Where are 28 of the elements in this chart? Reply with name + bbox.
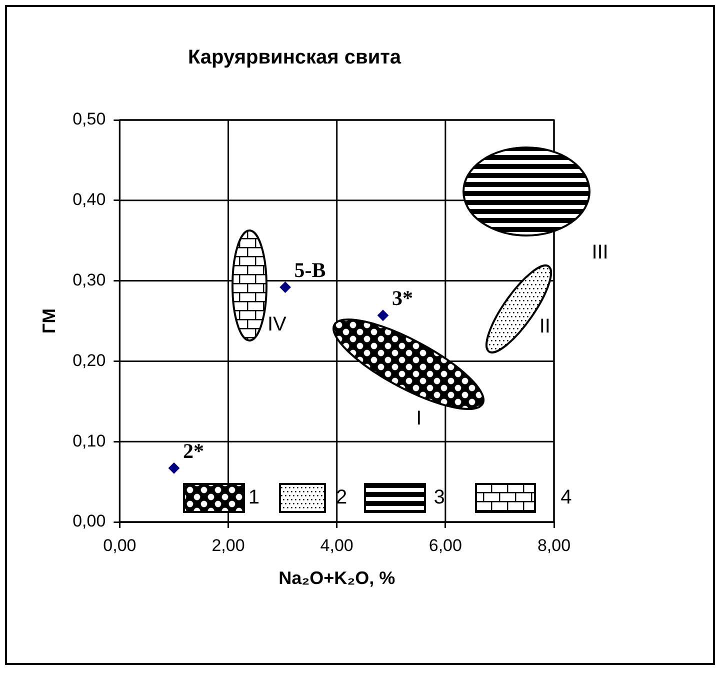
text: III: [592, 242, 608, 265]
annotation: 5-В: [294, 258, 326, 284]
y-tick-label: 0,40: [72, 190, 106, 210]
annotation: IV: [267, 314, 286, 337]
x-tick-label: 4,00: [320, 536, 354, 555]
annotation: 2*: [182, 439, 204, 464]
annotation: 3*: [392, 286, 413, 312]
x-tick-label: 2,00: [212, 536, 245, 555]
y-tick-label: 0,00: [72, 512, 106, 531]
annotation: 3: [434, 486, 445, 510]
y-tick-label: 0,50: [72, 110, 106, 129]
annotation: 1: [248, 486, 260, 510]
point: [168, 462, 180, 474]
x-tick-label: 6,00: [428, 536, 462, 555]
point: [280, 282, 291, 293]
y-tick-label: 0,30: [72, 270, 106, 290]
annotation: II: [539, 316, 550, 339]
point: [377, 310, 388, 321]
annotation: 2: [336, 486, 348, 510]
chart-title: Каруярвинская свита: [188, 46, 402, 69]
y-tick-label: 0,10: [72, 431, 106, 450]
y-tick-label: 0,20: [72, 350, 106, 370]
x-axis-title: Na₂O+K₂O, %: [278, 568, 396, 588]
text: 4: [560, 486, 572, 510]
x-tick-label: 0,00: [103, 536, 136, 555]
x-tick-label: 8,00: [537, 536, 571, 555]
annotation: I: [416, 408, 422, 431]
y-axis-title: ГМ: [38, 308, 59, 334]
